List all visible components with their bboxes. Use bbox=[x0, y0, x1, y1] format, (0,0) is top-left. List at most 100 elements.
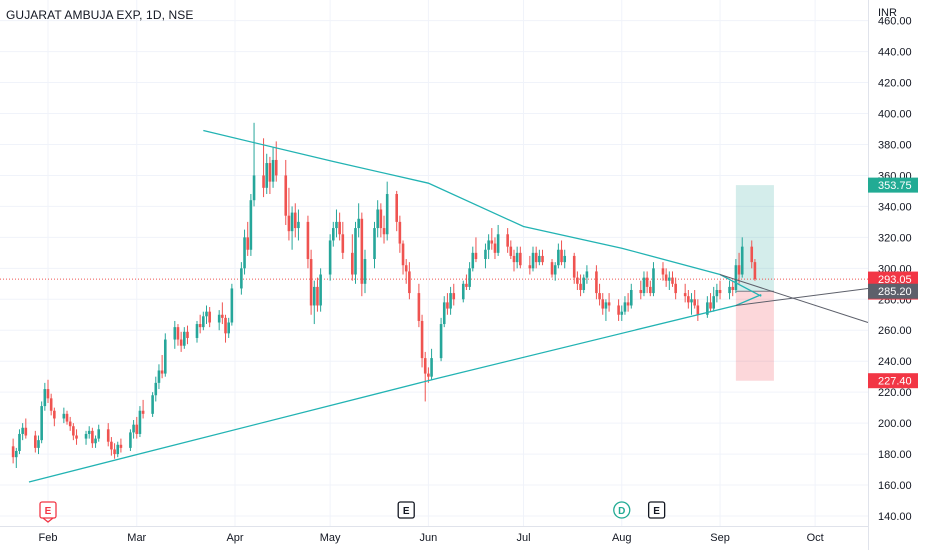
candle bbox=[43, 382, 47, 411]
candle-body bbox=[40, 406, 43, 441]
candle bbox=[160, 355, 164, 379]
candle bbox=[541, 249, 544, 266]
candle-body bbox=[262, 175, 265, 188]
candle bbox=[661, 262, 665, 281]
candle-body bbox=[249, 200, 253, 250]
candle-body bbox=[563, 255, 567, 263]
currency-label: INR bbox=[878, 7, 897, 19]
candle-body bbox=[332, 228, 335, 241]
candle-body bbox=[37, 440, 40, 448]
candle bbox=[572, 252, 576, 284]
candle-body bbox=[642, 277, 646, 294]
candle bbox=[135, 416, 139, 439]
event-marker-e[interactable]: E bbox=[39, 501, 57, 523]
candle bbox=[398, 215, 402, 253]
candle bbox=[351, 234, 354, 281]
candle bbox=[306, 215, 310, 269]
y-tick-label: 140.00 bbox=[878, 511, 912, 523]
candle-body bbox=[290, 212, 294, 232]
candle bbox=[94, 435, 97, 448]
candle bbox=[446, 293, 449, 315]
candle-body bbox=[243, 237, 246, 269]
candle-body bbox=[227, 322, 230, 334]
candle-body bbox=[461, 283, 465, 300]
candle-body bbox=[198, 324, 202, 328]
x-tick-label: Aug bbox=[612, 532, 632, 544]
earnings-marker-icon bbox=[647, 501, 666, 519]
candle-body bbox=[46, 389, 50, 399]
candle-body bbox=[15, 450, 18, 458]
event-marker-e[interactable]: E bbox=[397, 501, 415, 519]
candle bbox=[132, 420, 135, 439]
candle bbox=[550, 259, 554, 278]
candle bbox=[709, 293, 712, 312]
candle bbox=[553, 262, 557, 281]
candle bbox=[183, 327, 186, 349]
candle-body bbox=[385, 194, 389, 235]
candle bbox=[198, 314, 202, 334]
candle bbox=[595, 265, 598, 300]
candle-body bbox=[252, 175, 256, 201]
candle bbox=[449, 286, 452, 315]
x-tick-label: Mar bbox=[127, 532, 146, 544]
x-tick-label: Feb bbox=[39, 532, 58, 544]
candle bbox=[674, 277, 677, 300]
candle-body bbox=[160, 370, 164, 374]
candle bbox=[138, 406, 142, 438]
candle-body bbox=[157, 370, 161, 383]
candle-body bbox=[97, 429, 101, 439]
candle-body bbox=[357, 218, 360, 229]
candle-body bbox=[519, 252, 522, 266]
candle bbox=[740, 237, 744, 278]
candle bbox=[37, 435, 40, 455]
candle-body bbox=[528, 265, 532, 269]
candle bbox=[293, 203, 297, 238]
candle-body bbox=[652, 268, 655, 294]
candle-body bbox=[404, 265, 408, 272]
candle-body bbox=[512, 255, 516, 263]
candle-body bbox=[430, 358, 433, 377]
x-tick-label: May bbox=[320, 532, 341, 544]
candle-body bbox=[626, 302, 630, 306]
candle bbox=[420, 314, 424, 368]
y-tick-label: 240.00 bbox=[878, 356, 912, 368]
candle bbox=[496, 224, 500, 256]
candle-body bbox=[417, 293, 421, 321]
candle-body bbox=[623, 302, 627, 312]
candle-body bbox=[62, 413, 66, 419]
y-tick-label: 180.00 bbox=[878, 449, 912, 461]
event-marker-d[interactable]: D bbox=[613, 501, 631, 519]
candle-body bbox=[24, 427, 28, 436]
candle bbox=[484, 243, 487, 269]
candle bbox=[208, 307, 211, 328]
candle bbox=[68, 416, 72, 431]
candle-body bbox=[43, 389, 47, 407]
candle-body bbox=[572, 255, 576, 278]
candle-body bbox=[737, 265, 741, 275]
candle-body bbox=[487, 240, 490, 250]
candle-body bbox=[664, 274, 668, 281]
event-marker-e[interactable]: E bbox=[647, 501, 666, 519]
candle bbox=[363, 249, 367, 294]
candle-body bbox=[718, 289, 722, 294]
y-tick-label: 400.00 bbox=[878, 109, 912, 121]
candle-body bbox=[506, 234, 509, 247]
candle-body bbox=[135, 424, 139, 434]
candle bbox=[205, 305, 208, 325]
candle-body bbox=[750, 246, 754, 263]
candle bbox=[154, 376, 158, 402]
candle-body bbox=[740, 246, 744, 275]
candle bbox=[141, 399, 145, 419]
candle bbox=[706, 296, 709, 318]
candle-body bbox=[230, 288, 234, 323]
candle-body bbox=[515, 252, 519, 263]
candle bbox=[62, 407, 66, 424]
candle bbox=[179, 331, 183, 352]
candle bbox=[607, 293, 611, 312]
candle-body bbox=[449, 293, 452, 309]
candle-body bbox=[208, 311, 211, 323]
candle-body bbox=[620, 311, 624, 315]
candle-body bbox=[465, 283, 468, 287]
price-label-box bbox=[868, 283, 918, 299]
